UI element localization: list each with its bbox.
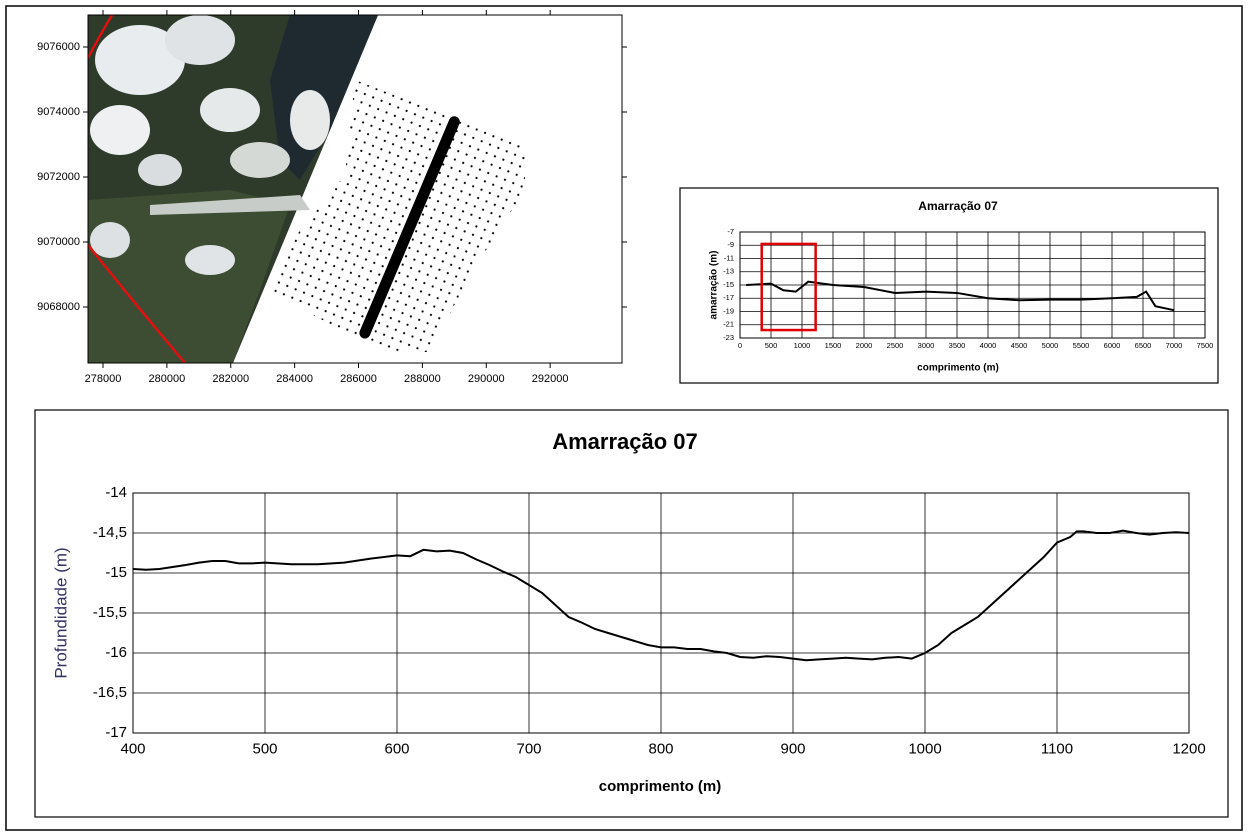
x-tick-label: 900: [780, 740, 805, 757]
x-tick-label: 1000: [908, 740, 941, 757]
y-tick-label: -23: [723, 333, 734, 342]
y-tick-label: 9072000: [37, 171, 80, 183]
y-tick-label: -17: [723, 293, 734, 302]
y-tick-label: -9: [727, 240, 734, 249]
y-tick-label: -15: [105, 564, 127, 581]
x-tick-label: 800: [648, 740, 673, 757]
y-tick-label: 9074000: [37, 106, 80, 118]
x-tick-label: 290000: [468, 373, 505, 385]
small-chart-title: Amarração 07: [918, 199, 998, 213]
x-tick-label: 600: [384, 740, 409, 757]
y-tick-label: -15: [723, 280, 734, 289]
y-tick-label: -16: [105, 644, 127, 661]
x-tick-label: 1100: [1041, 740, 1073, 757]
x-tick-label: 3500: [949, 341, 966, 350]
x-tick-label: 6500: [1135, 341, 1152, 350]
x-tick-label: 278000: [85, 373, 122, 385]
y-tick-label: -14: [105, 484, 127, 501]
x-tick-label: 500: [252, 740, 277, 757]
x-tick-label: 284000: [276, 373, 313, 385]
y-tick-label: -7: [727, 227, 734, 236]
y-tick-label: 9076000: [37, 41, 80, 53]
x-tick-label: 7000: [1166, 341, 1183, 350]
x-tick-label: 6000: [1104, 341, 1121, 350]
y-tick-label: -21: [723, 320, 734, 329]
x-tick-label: 500: [765, 341, 778, 350]
y-tick-label: 9070000: [37, 236, 80, 248]
x-tick-label: 2000: [856, 341, 873, 350]
x-tick-label: 5000: [1042, 341, 1059, 350]
x-tick-label: 3000: [918, 341, 935, 350]
x-tick-label: 288000: [404, 373, 441, 385]
small-x-label: comprimento (m): [917, 363, 999, 374]
y-tick-label: -19: [723, 306, 734, 315]
x-tick-label: 292000: [532, 373, 569, 385]
y-tick-label: -16,5: [93, 684, 127, 701]
y-tick-label: -15,5: [93, 604, 127, 621]
y-tick-label: -17: [105, 724, 127, 741]
y-tick-label: -13: [723, 267, 734, 276]
x-tick-label: 282000: [212, 373, 249, 385]
figure: Amarração 07 comprimento (m) amarração (…: [0, 0, 1248, 836]
x-tick-label: 0: [738, 341, 742, 350]
x-tick-label: 7500: [1197, 341, 1214, 350]
y-tick-label: -14,5: [93, 524, 127, 541]
big-y-label: Profundidade (m): [51, 547, 70, 678]
x-tick-label: 280000: [149, 373, 186, 385]
small-y-label: amarração (m): [709, 251, 720, 320]
x-tick-label: 1200: [1172, 740, 1205, 757]
x-tick-label: 4500: [1011, 341, 1028, 350]
x-tick-label: 400: [120, 740, 145, 757]
x-tick-label: 700: [516, 740, 541, 757]
big-x-label: comprimento (m): [599, 778, 722, 795]
big-chart-title: Amarração 07: [552, 429, 698, 454]
y-tick-label: 9068000: [37, 301, 80, 313]
x-tick-label: 5500: [1073, 341, 1090, 350]
x-tick-label: 286000: [340, 373, 377, 385]
x-tick-label: 1500: [825, 341, 842, 350]
x-tick-label: 4000: [980, 341, 997, 350]
x-tick-label: 2500: [887, 341, 904, 350]
y-tick-label: -11: [724, 253, 734, 262]
x-tick-label: 1000: [794, 341, 811, 350]
